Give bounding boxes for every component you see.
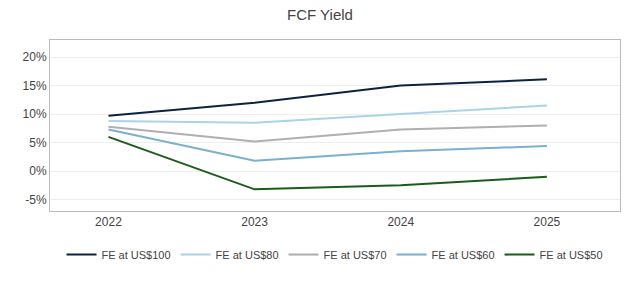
svg-text:10%: 10% xyxy=(23,107,47,121)
svg-text:-5%: -5% xyxy=(25,193,47,207)
svg-text:2023: 2023 xyxy=(241,215,268,229)
svg-text:2025: 2025 xyxy=(534,215,561,229)
svg-text:2022: 2022 xyxy=(95,215,122,229)
svg-text:FE at US$60: FE at US$60 xyxy=(432,249,495,261)
svg-text:15%: 15% xyxy=(23,79,47,93)
svg-text:5%: 5% xyxy=(29,136,47,150)
svg-text:2024: 2024 xyxy=(387,215,414,229)
svg-text:FE at US$80: FE at US$80 xyxy=(216,249,279,261)
svg-text:FE at US$100: FE at US$100 xyxy=(102,249,171,261)
svg-text:FCF Yield: FCF Yield xyxy=(287,6,353,23)
svg-text:FE at US$70: FE at US$70 xyxy=(324,249,387,261)
svg-text:20%: 20% xyxy=(23,50,47,64)
svg-text:FE at US$50: FE at US$50 xyxy=(540,249,603,261)
svg-text:0%: 0% xyxy=(29,164,47,178)
